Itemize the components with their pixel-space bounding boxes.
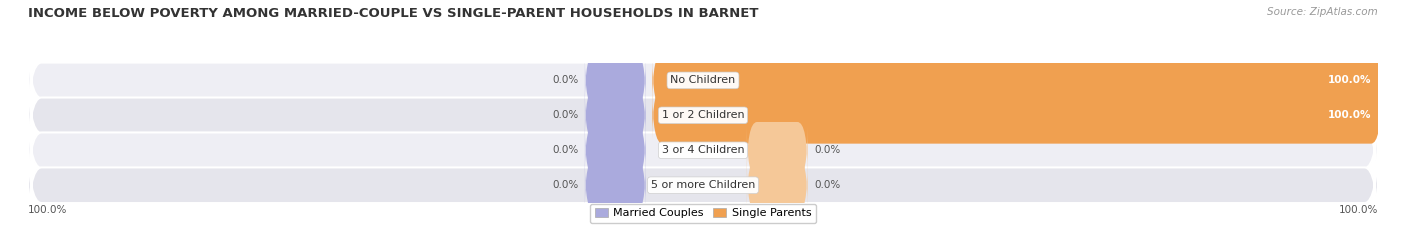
Text: 100.0%: 100.0% (1339, 205, 1378, 215)
Text: 0.0%: 0.0% (553, 75, 578, 85)
FancyBboxPatch shape (652, 87, 1381, 144)
FancyBboxPatch shape (585, 122, 645, 178)
Text: 5 or more Children: 5 or more Children (651, 180, 755, 190)
Text: 0.0%: 0.0% (814, 145, 841, 155)
FancyBboxPatch shape (747, 122, 807, 178)
Text: INCOME BELOW POVERTY AMONG MARRIED-COUPLE VS SINGLE-PARENT HOUSEHOLDS IN BARNET: INCOME BELOW POVERTY AMONG MARRIED-COUPL… (28, 7, 759, 20)
FancyBboxPatch shape (652, 52, 1381, 109)
FancyBboxPatch shape (747, 157, 807, 213)
FancyBboxPatch shape (585, 52, 645, 109)
Text: Source: ZipAtlas.com: Source: ZipAtlas.com (1267, 7, 1378, 17)
FancyBboxPatch shape (585, 157, 645, 213)
FancyBboxPatch shape (28, 98, 1378, 202)
FancyBboxPatch shape (28, 63, 1378, 168)
Text: 0.0%: 0.0% (814, 180, 841, 190)
Legend: Married Couples, Single Parents: Married Couples, Single Parents (591, 204, 815, 223)
Text: No Children: No Children (671, 75, 735, 85)
Text: 0.0%: 0.0% (553, 145, 578, 155)
FancyBboxPatch shape (28, 28, 1378, 132)
Text: 3 or 4 Children: 3 or 4 Children (662, 145, 744, 155)
FancyBboxPatch shape (585, 87, 645, 144)
Text: 100.0%: 100.0% (1327, 75, 1371, 85)
Text: 100.0%: 100.0% (1327, 110, 1371, 120)
Text: 0.0%: 0.0% (553, 110, 578, 120)
Text: 0.0%: 0.0% (553, 180, 578, 190)
Text: 100.0%: 100.0% (28, 205, 67, 215)
FancyBboxPatch shape (28, 133, 1378, 233)
Text: 1 or 2 Children: 1 or 2 Children (662, 110, 744, 120)
